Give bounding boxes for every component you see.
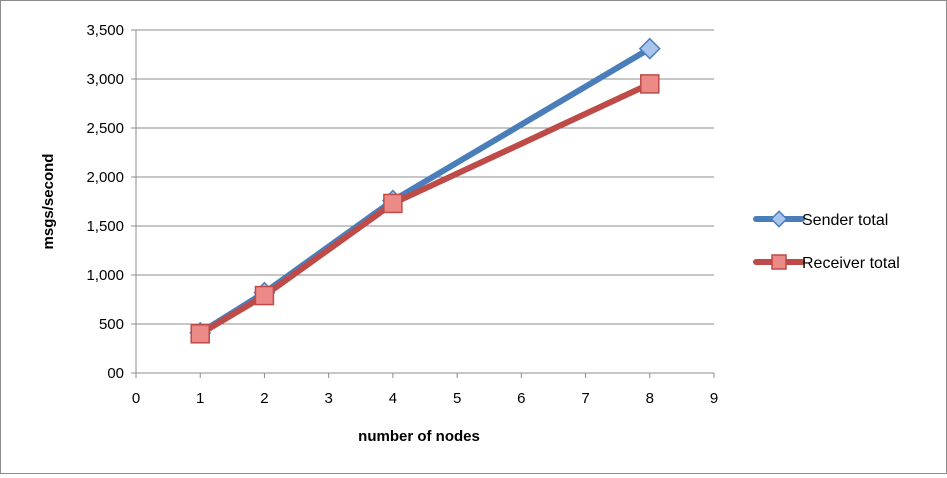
data-point-diamond [770,210,788,228]
x-tick-label: 9 [710,390,718,407]
series-2 [190,74,660,344]
x-tick-label: 8 [646,390,654,407]
x-tick-label: 6 [517,390,525,407]
y-tick-labels: 00 500 1,000 1,500 2,000 2,500 3,000 3,500 [86,22,124,382]
data-point-square [640,74,660,94]
y-tick-label: 1,500 [86,218,124,235]
x-tick-label: 1 [196,390,204,407]
legend-item: Receiver total [753,254,900,272]
series-line [197,80,653,337]
y-tick-label: 00 [107,365,124,382]
x-tick-label: 3 [324,390,332,407]
legend-label: Receiver total [802,255,900,272]
y-tick-label: 1,000 [86,267,124,284]
data-point-square [383,193,403,214]
data-point-square [771,254,787,270]
y-axis-title: msgs/second [40,154,57,250]
x-tick-label: 5 [453,390,461,407]
data-point-square [190,324,210,344]
gridlines [131,29,715,378]
series [189,37,661,344]
legend-label: Sender total [802,212,888,229]
y-tick-label: 3,000 [86,71,124,88]
x-tick-label: 0 [132,390,140,407]
y-tick-label: 2,500 [86,120,124,137]
legend-item: Sender total [753,210,888,229]
data-point-diamond [638,37,661,60]
axes [135,30,714,374]
x-tick-labels: 0 1 2 3 4 5 6 7 8 9 [132,390,718,407]
y-tick-label: 2,000 [86,169,124,186]
legend: Sender total Receiver total [753,210,900,272]
x-tick-label: 2 [260,390,268,407]
x-axis-title: number of nodes [358,428,480,445]
y-tick-label: 500 [99,316,124,333]
data-point-square [254,285,275,306]
y-tick-label: 3,500 [86,22,124,39]
x-tick-label: 4 [389,390,397,407]
x-tick-label: 7 [581,390,589,407]
